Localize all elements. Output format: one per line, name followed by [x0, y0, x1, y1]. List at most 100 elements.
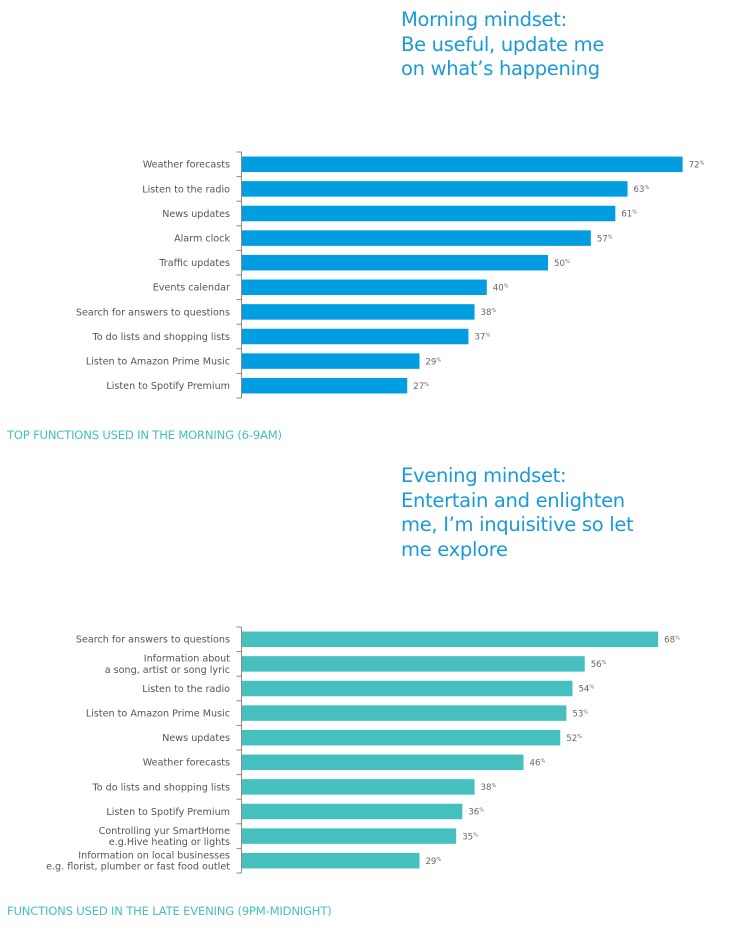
category-label: Listen to Amazon Prime Music [86, 709, 230, 720]
category-label: Listen to the radio [142, 684, 230, 695]
data-label: 57% [597, 234, 613, 244]
bar [242, 803, 463, 820]
category-label: News updates [162, 733, 230, 744]
data-label-suffix: % [479, 808, 484, 814]
data-label-value: 46 [530, 759, 541, 769]
bar [242, 205, 616, 222]
data-label-value: 40 [493, 284, 504, 294]
category-label: Alarm clock [174, 234, 230, 245]
evening-bar-chart: 68% Search for answers to questions 56% Inf… [46, 626, 680, 874]
category-label: Weather forecasts [143, 758, 230, 769]
data-label-suffix: % [602, 660, 607, 666]
data-label: 72% [689, 161, 705, 171]
data-label-suffix: % [632, 210, 637, 216]
data-label-suffix: % [491, 308, 496, 314]
data-label-suffix: % [491, 783, 496, 789]
data-label-suffix: % [608, 234, 613, 240]
data-label: 63% [634, 185, 650, 195]
morning-bar-chart: 72% Weather forecasts 63% Listen to the rad… [76, 151, 705, 399]
data-label-value: 61 [621, 210, 632, 220]
data-label-value: 50 [554, 259, 565, 269]
category-label: To do lists and shopping lists [92, 782, 231, 793]
data-label: 29% [425, 357, 441, 367]
data-label-value: 38 [481, 308, 492, 318]
category-label: Events calendar [153, 283, 230, 294]
bar [242, 279, 487, 296]
data-label-value: 57 [597, 234, 608, 244]
data-label: 38% [481, 308, 497, 318]
data-label-value: 53 [572, 709, 583, 719]
data-label-value: 63 [634, 185, 645, 195]
data-label: 27% [413, 382, 429, 392]
data-label-value: 35 [462, 832, 473, 842]
bar [242, 377, 408, 394]
data-label-suffix: % [589, 685, 594, 691]
bar [242, 304, 475, 320]
bar [242, 680, 573, 697]
bar [242, 230, 591, 246]
bar [242, 729, 561, 746]
data-label-value: 36 [468, 808, 479, 818]
data-label-suffix: % [583, 709, 588, 715]
category-label: Information about [144, 654, 231, 665]
data-label-value: 72 [689, 161, 700, 171]
category-label: Listen to Spotify Premium [106, 807, 230, 818]
data-label-suffix: % [565, 259, 570, 265]
data-label: 37% [474, 333, 490, 343]
category-label: Information on local businesses [78, 851, 230, 862]
category-label: Weather forecasts [143, 160, 230, 171]
data-label-value: 68 [664, 636, 675, 646]
morning-chart-caption: TOP FUNCTIONS USED IN THE MORNING (6-9AM… [7, 428, 282, 442]
data-label: 50% [554, 259, 570, 269]
category-label: Controlling yur SmartHome [99, 826, 230, 837]
bar [242, 754, 524, 771]
data-label-suffix: % [540, 759, 545, 765]
category-label: Listen to Amazon Prime Music [86, 357, 230, 368]
data-label: 46% [530, 759, 546, 769]
data-label-suffix: % [675, 636, 680, 642]
bar [242, 353, 420, 369]
category-label: Search for answers to questions [76, 635, 230, 646]
bar [242, 828, 457, 844]
data-label-suffix: % [473, 832, 478, 838]
data-label-value: 52 [566, 734, 577, 744]
bar [242, 254, 548, 271]
bar [242, 631, 659, 648]
bar [242, 779, 475, 795]
category-label: a song, artist or song lyric [105, 665, 230, 676]
bar [242, 705, 567, 721]
data-label: 40% [493, 284, 509, 294]
bar [242, 656, 585, 672]
bar [242, 328, 469, 345]
data-label: 68% [664, 636, 680, 646]
data-label-value: 54 [578, 685, 589, 695]
data-label: 29% [425, 857, 441, 867]
data-label-suffix: % [504, 284, 509, 290]
data-label: 36% [468, 808, 484, 818]
category-label: Listen to Spotify Premium [106, 381, 230, 392]
category-label: Search for answers to questions [76, 307, 230, 318]
data-label: 56% [591, 660, 607, 670]
data-label-suffix: % [577, 734, 582, 740]
data-label-suffix: % [436, 857, 441, 863]
data-label: 52% [566, 734, 582, 744]
data-label-value: 37 [474, 333, 485, 343]
category-label: e.g.Hive heating or lights [109, 837, 230, 848]
data-label-value: 29 [425, 857, 436, 867]
data-label: 54% [578, 685, 594, 695]
bar [242, 852, 420, 869]
data-label: 53% [572, 709, 588, 719]
category-label: News updates [162, 209, 230, 220]
data-label-value: 38 [481, 783, 492, 793]
data-label-suffix: % [436, 357, 441, 363]
evening-chart-caption: FUNCTIONS USED IN THE LATE EVENING (9PM-… [7, 904, 332, 918]
category-label: To do lists and shopping lists [92, 332, 231, 343]
data-label-suffix: % [700, 161, 705, 167]
data-label-value: 27 [413, 382, 424, 392]
evening-headline: Evening mindset: Entertain and enlighten… [401, 464, 634, 561]
data-label-value: 56 [591, 660, 602, 670]
data-label-suffix: % [644, 185, 649, 191]
bar [242, 181, 628, 197]
data-label: 35% [462, 832, 478, 842]
data-label-suffix: % [424, 382, 429, 388]
